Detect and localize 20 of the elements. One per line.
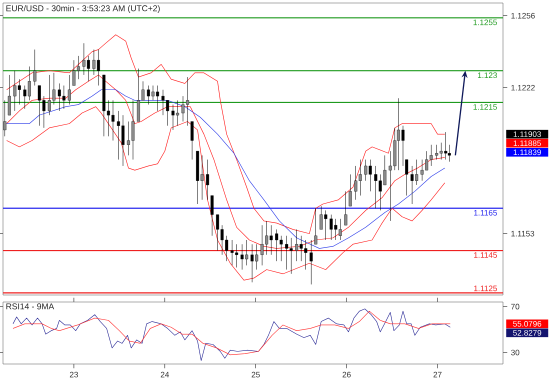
candlestick [151,85,155,101]
candlestick [310,240,313,285]
candlestick [348,174,352,206]
candlestick [111,100,115,141]
candlestick [314,208,318,244]
candlestick [190,121,194,160]
candlestick [206,159,210,200]
candlestick [181,96,185,122]
candlestick [121,114,125,166]
candlestick [68,74,71,105]
candlestick [33,49,36,86]
chart-title: EUR/USD - 30min - 3:53:23 AM (UTC+2) [6,5,160,13]
candlestick [171,104,175,130]
candlestick [344,191,348,226]
chart-title: RSI14 - 9MA [6,303,54,310]
candlestick [8,74,11,116]
candlestick [161,90,165,116]
candlestick [3,100,6,137]
candlestick [210,195,214,236]
candlestick [131,100,135,160]
